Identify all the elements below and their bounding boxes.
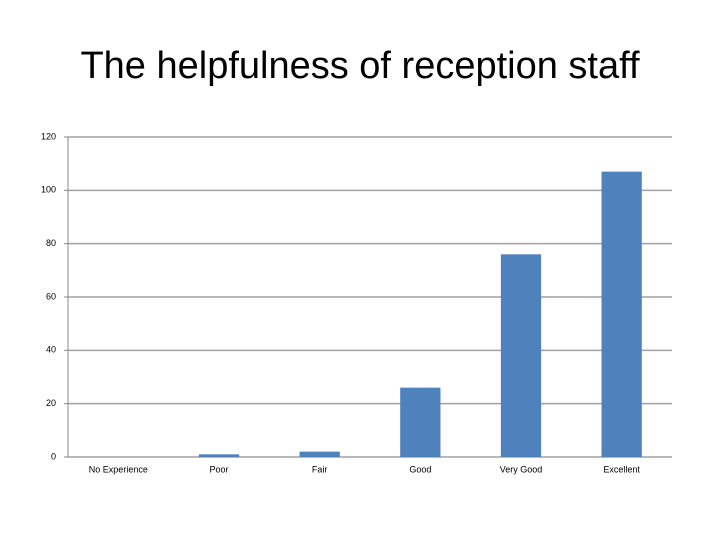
- x-tick-label: Good: [409, 464, 431, 474]
- y-tick-label: 0: [51, 451, 56, 461]
- x-tick-label: No Experience: [89, 464, 148, 474]
- x-tick-label: Excellent: [603, 464, 640, 474]
- y-tick-label: 80: [46, 238, 56, 248]
- y-tick-label: 20: [46, 398, 56, 408]
- y-tick-label: 40: [46, 345, 56, 355]
- y-tick-label: 60: [46, 291, 56, 301]
- y-tick-label: 100: [41, 185, 56, 195]
- bar: [400, 387, 441, 457]
- x-tick-label: Poor: [209, 464, 228, 474]
- bar: [299, 451, 340, 457]
- x-tick-label: Fair: [312, 464, 328, 474]
- x-tick-label: Very Good: [500, 464, 543, 474]
- bar: [198, 454, 240, 457]
- y-tick-label: 120: [41, 131, 56, 141]
- bar: [500, 254, 542, 457]
- bar: [601, 171, 642, 457]
- chart-title: The helpfulness of reception staff: [80, 45, 640, 87]
